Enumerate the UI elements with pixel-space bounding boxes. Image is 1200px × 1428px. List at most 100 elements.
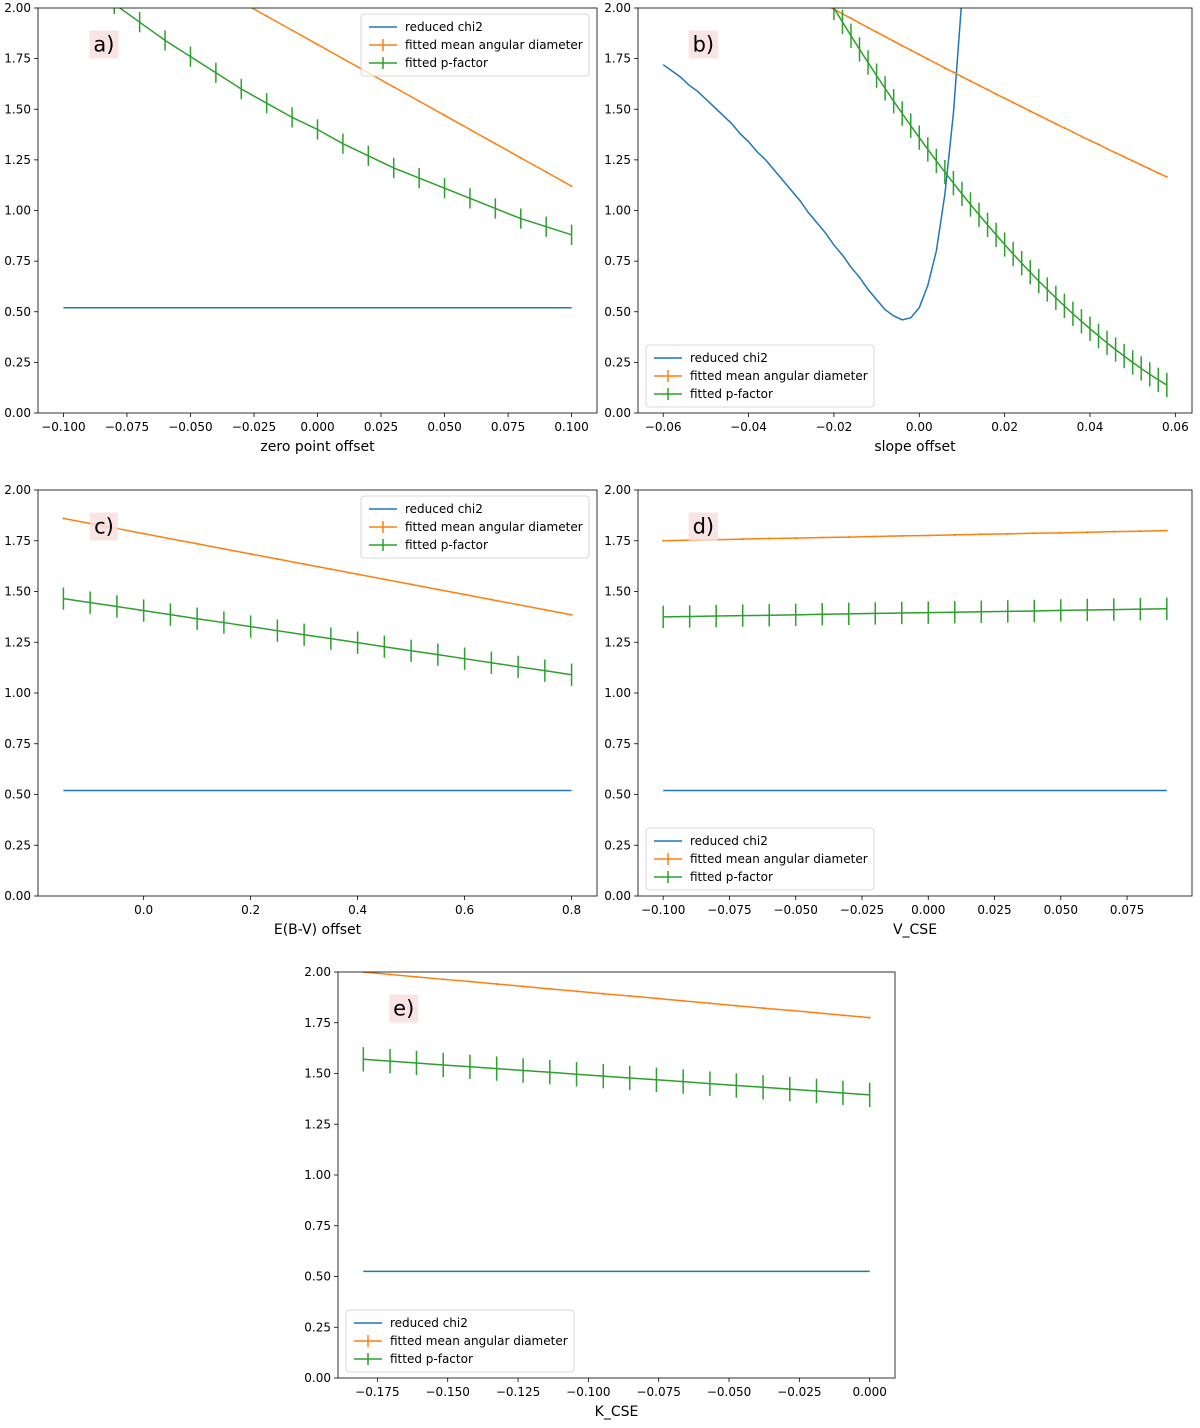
y-tick-label: 0.25 <box>4 838 31 852</box>
x-tick-label: −0.100 <box>566 1385 610 1399</box>
legend-label: fitted p-factor <box>405 538 488 552</box>
x-tick-label: 0.025 <box>977 903 1011 917</box>
y-tick-label: 1.25 <box>604 153 631 167</box>
y-tick-label: 1.00 <box>604 686 631 700</box>
y-tick-label: 1.75 <box>304 1016 331 1030</box>
y-tick-label: 1.00 <box>604 204 631 218</box>
panel: 0.00 0.25 0.50 0.75 1.00 1.25 1.50 1.75 2.00 −0.1… <box>304 965 896 1420</box>
x-tick-label: 0.00 <box>906 420 933 434</box>
y-tick-label: 0.00 <box>604 406 631 420</box>
x-tick-label: 0.4 <box>348 903 367 917</box>
x-tick-label: 0.2 <box>241 903 260 917</box>
plot-area <box>62 517 573 792</box>
y-tick-label: 1.25 <box>304 1117 331 1131</box>
legend-box <box>645 827 875 891</box>
plot-area <box>63 8 573 309</box>
x-tick-label: 0.075 <box>1110 903 1144 917</box>
x-tick-label: 0.0 <box>134 903 153 917</box>
legend-box <box>360 495 590 559</box>
legend-label: reduced chi2 <box>405 502 483 516</box>
y-tick-label: 0.25 <box>4 355 31 369</box>
x-axis-label: slope offset <box>874 439 956 455</box>
y-tick-label: 2.00 <box>604 483 631 497</box>
x-tick-label: −0.100 <box>41 420 85 434</box>
x-tick-label: 0.025 <box>364 420 398 434</box>
legend-box <box>345 1309 575 1373</box>
y-tick-label: 0.00 <box>304 1371 331 1385</box>
y-tick-label: 0.50 <box>304 1270 331 1284</box>
y-tick-label: 1.00 <box>304 1168 331 1182</box>
x-tick-label: −0.025 <box>840 903 884 917</box>
y-tick-label: 1.50 <box>604 102 631 116</box>
series-line <box>663 608 1167 618</box>
panel: 0.00 0.25 0.50 0.75 1.00 1.25 1.50 1.75 2.00 −0.1… <box>604 483 1193 938</box>
panel: 0.00 0.25 0.50 0.75 1.00 1.25 1.50 1.75 2.00 −0.1… <box>4 1 598 455</box>
annotation: a) <box>93 32 114 56</box>
y-tick-label: 1.25 <box>4 153 31 167</box>
y-tick-label: 1.50 <box>4 102 31 116</box>
legend-box <box>360 13 590 77</box>
y-tick-label: 1.25 <box>604 635 631 649</box>
legend-label: fitted p-factor <box>390 1352 473 1366</box>
y-tick-label: 0.75 <box>604 254 631 268</box>
panel: 0.00 0.25 0.50 0.75 1.00 1.25 1.50 1.75 2.00 −0.0… <box>604 1 1193 455</box>
y-tick-label: 0.25 <box>304 1320 331 1334</box>
y-tick-label: 1.00 <box>4 204 31 218</box>
y-tick-label: 0.50 <box>4 305 31 319</box>
annotation-box <box>688 512 719 541</box>
annotation-box <box>90 512 118 541</box>
annotation: b) <box>693 32 715 56</box>
legend-label: fitted mean angular diameter <box>405 38 583 52</box>
legend-label: fitted p-factor <box>690 387 773 401</box>
x-tick-label: −0.06 <box>645 420 682 434</box>
x-tick-label: −0.050 <box>168 420 212 434</box>
legend: reduced chi2 fitted mean angular diameter… <box>360 495 590 559</box>
x-tick-label: 0.02 <box>991 420 1018 434</box>
x-tick-label: 0.050 <box>427 420 461 434</box>
series-line <box>63 517 572 616</box>
y-tick-label: 0.00 <box>604 889 631 903</box>
x-tick-label: 0.8 <box>562 903 581 917</box>
x-tick-label: −0.125 <box>496 1385 540 1399</box>
legend-label: fitted mean angular diameter <box>390 1334 568 1348</box>
x-tick-label: 0.000 <box>911 903 945 917</box>
y-tick-label: 1.75 <box>4 534 31 548</box>
x-tick-label: −0.075 <box>707 903 751 917</box>
legend-label: reduced chi2 <box>390 1316 468 1330</box>
y-tick-label: 2.00 <box>4 1 31 15</box>
series-line <box>830 8 1168 178</box>
legend: reduced chi2 fitted mean angular diameter… <box>345 1309 575 1373</box>
annotation: c) <box>94 515 114 539</box>
y-tick-label: 2.00 <box>304 965 331 979</box>
x-tick-label: 0.04 <box>1077 420 1104 434</box>
x-tick-label: 0.06 <box>1162 420 1189 434</box>
y-tick-label: 1.75 <box>604 52 631 66</box>
y-tick-label: 2.00 <box>604 1 631 15</box>
y-tick-label: 1.50 <box>604 585 631 599</box>
x-tick-label: −0.050 <box>707 1385 751 1399</box>
x-tick-label: 0.6 <box>455 903 474 917</box>
x-tick-label: −0.100 <box>641 903 685 917</box>
y-tick-label: 0.25 <box>604 355 631 369</box>
annotation-box <box>688 30 719 59</box>
legend: reduced chi2 fitted mean angular diameter… <box>645 827 875 891</box>
x-tick-label: 0.000 <box>300 420 334 434</box>
legend-label: fitted p-factor <box>405 56 488 70</box>
plot-area <box>662 529 1168 792</box>
y-tick-label: 1.75 <box>4 52 31 66</box>
y-tick-label: 0.25 <box>604 838 631 852</box>
legend-label: reduced chi2 <box>690 351 768 365</box>
x-tick-label: −0.025 <box>232 420 276 434</box>
x-axis-label: K_CSE <box>595 1404 639 1420</box>
y-tick-label: 1.75 <box>604 534 631 548</box>
annotation-box <box>389 994 419 1023</box>
series-line <box>662 8 962 321</box>
series-line <box>63 597 572 676</box>
annotation: d) <box>693 515 715 539</box>
x-tick-label: −0.025 <box>777 1385 821 1399</box>
legend-label: fitted p-factor <box>690 870 773 884</box>
legend-label: reduced chi2 <box>690 834 768 848</box>
y-tick-label: 0.00 <box>4 889 31 903</box>
y-tick-label: 0.75 <box>4 254 31 268</box>
